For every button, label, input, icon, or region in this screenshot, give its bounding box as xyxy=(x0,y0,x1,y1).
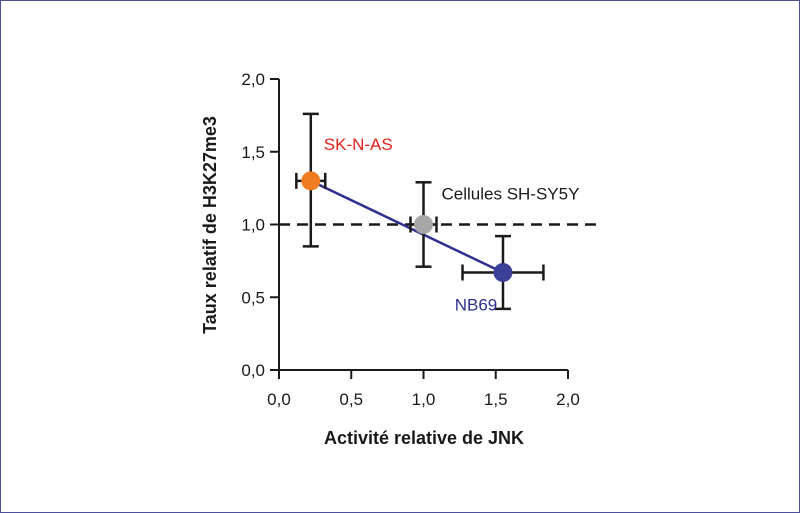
y-tick-label: 0,0 xyxy=(241,361,265,380)
x-tick-label: 1,0 xyxy=(412,390,436,409)
y-tick-label: 1,5 xyxy=(241,143,265,162)
x-tick-label: 1,5 xyxy=(484,390,508,409)
x-axis-title: Activité relative de JNK xyxy=(324,428,524,448)
x-tick-label: 0,5 xyxy=(339,390,363,409)
y-tick-label: 0,5 xyxy=(241,288,265,307)
point-label: SK-N-AS xyxy=(324,135,393,154)
data-point xyxy=(493,263,513,283)
point-label: NB69 xyxy=(455,296,498,315)
ticks: 0,0 0,5 1,0 1,5 2,0 0,0 0,5 1,0 1,5 2,0 xyxy=(241,70,579,409)
y-tick-label: 1,0 xyxy=(241,216,265,235)
data-point xyxy=(301,171,321,191)
trend-line xyxy=(310,179,504,274)
error-bars xyxy=(295,112,545,311)
y-tick-label: 2,0 xyxy=(241,70,265,89)
point-label: Cellules SH-SY5Y xyxy=(442,185,580,204)
x-tick-label: 2,0 xyxy=(556,390,580,409)
data-point xyxy=(414,215,433,234)
point-labels: SK-N-AS Cellules SH-SY5Y NB69 xyxy=(324,135,580,315)
y-axis-title: Taux relatif de H3K27me3 xyxy=(200,116,220,334)
x-tick-label: 0,0 xyxy=(267,390,291,409)
data-points xyxy=(301,171,513,283)
trend-line-group xyxy=(310,179,504,274)
